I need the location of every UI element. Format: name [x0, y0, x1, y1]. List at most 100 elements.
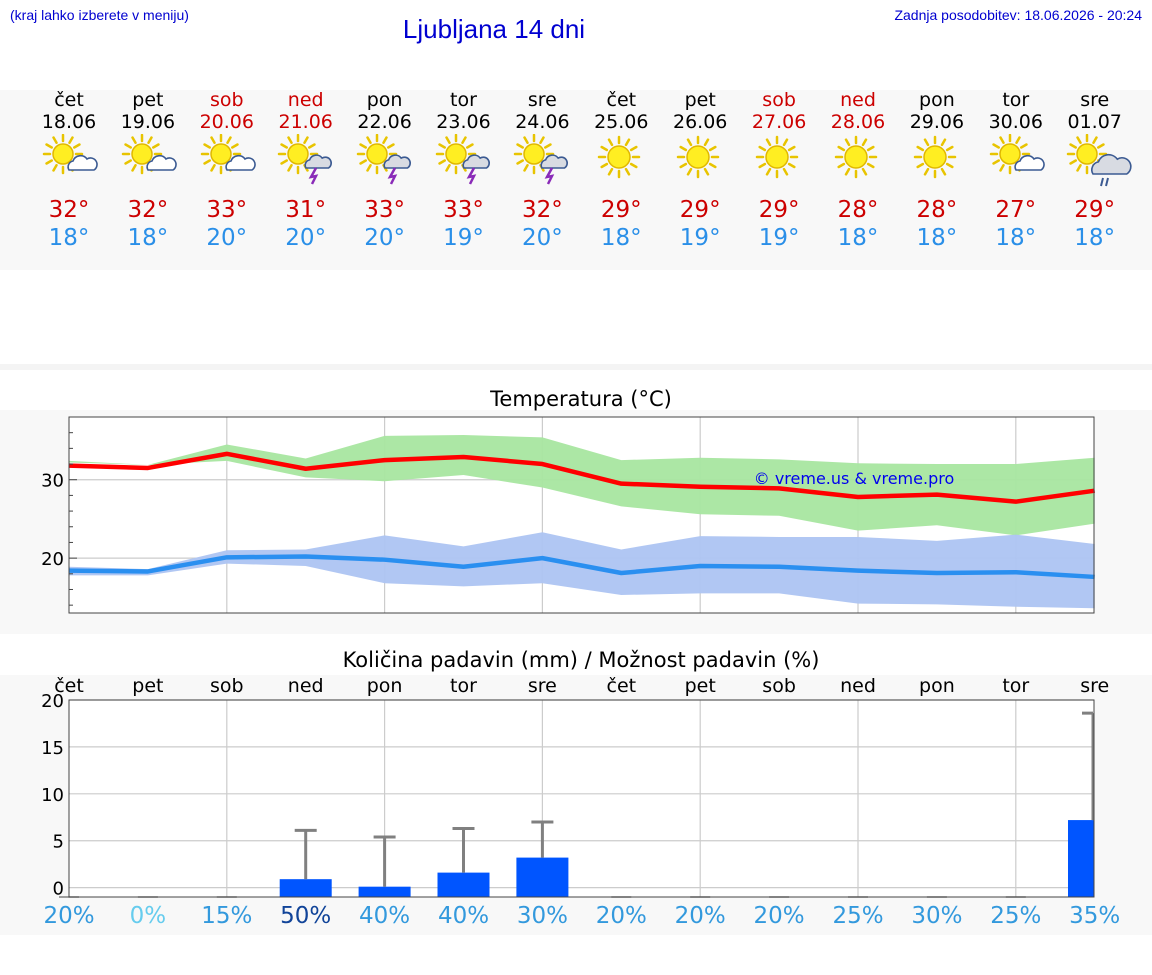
day-date: 18.06 [41, 111, 97, 133]
min-temperature: 18° [916, 225, 958, 251]
x-tick-label: pon [366, 675, 403, 697]
sun-ray [302, 136, 309, 144]
day-date: 26.06 [672, 111, 728, 133]
sun-disc [686, 145, 710, 169]
sun-ray [131, 164, 137, 172]
sun-ray [709, 162, 717, 169]
day-header: pon 29.06 [897, 89, 977, 133]
precipitation-probability: 50% [280, 903, 332, 929]
cloud [540, 154, 569, 169]
sun-ray [945, 162, 954, 169]
sun-ray [945, 145, 954, 152]
sun-ray [758, 145, 767, 152]
sun-ray [437, 159, 446, 165]
sun-ray [203, 159, 211, 165]
sun-ray [151, 143, 160, 149]
sun-disc [210, 143, 232, 165]
sun-ray [625, 167, 631, 176]
sun-thunderstorm-icon [277, 134, 332, 185]
sun-ray [45, 159, 53, 165]
sun-ray [608, 167, 614, 176]
sun-ray [386, 143, 395, 149]
min-temperature-line [68, 554, 1095, 580]
day-date: 21.06 [278, 111, 333, 133]
precipitation-bar [437, 872, 490, 897]
day-date: 24.06 [515, 111, 570, 133]
precipitation-bar [358, 886, 411, 897]
max-temperature: 33° [206, 197, 248, 223]
day-date: 25.06 [594, 111, 649, 133]
day-header: sre 24.06 [502, 89, 582, 133]
day-name: pet [132, 89, 164, 111]
max-temperature: 33° [364, 197, 405, 223]
day-name: sob [210, 89, 244, 111]
day-header: pet 19.06 [108, 89, 188, 133]
y-tick-label: 0 [53, 879, 64, 900]
day-name: čet [54, 89, 84, 111]
min-temperature: 18° [995, 225, 1037, 251]
last-update: Zadnja posodobitev: 18.06.2026 - 20:24 [894, 7, 1142, 23]
min-temperature: 18° [837, 225, 879, 251]
precipitation-probability: 40% [359, 903, 411, 929]
sun-ray [866, 145, 875, 152]
max-temperature: 33° [443, 197, 484, 223]
sun-cloud-icon [42, 134, 98, 175]
sun-ray [73, 143, 81, 149]
sun-disc [52, 143, 74, 165]
max-temperature-line [68, 451, 1096, 504]
cloud [67, 154, 98, 171]
precipitation-probability: 20% [753, 903, 805, 929]
day-name: ned [287, 89, 324, 111]
max-temperature: 32° [127, 197, 169, 223]
sun-ray [460, 136, 467, 144]
raindrop [1104, 177, 1109, 187]
sun-ray [1068, 159, 1077, 165]
cloud [225, 154, 256, 171]
day-date: 01.07 [1067, 111, 1122, 133]
day-header: sob 20.06 [187, 89, 267, 133]
x-tick-label: pet [132, 675, 164, 697]
sun-ray [203, 143, 211, 149]
day-header: tor 30.06 [976, 89, 1056, 133]
precipitation-probability: 0% [129, 903, 167, 929]
sun-ray [765, 138, 772, 147]
day-name: sre [1080, 89, 1110, 111]
max-temperature: 29° [1074, 197, 1116, 223]
sun-ray [516, 159, 525, 165]
sun-ray [131, 136, 137, 144]
sun-ray [210, 164, 216, 172]
sun-ray [782, 138, 789, 147]
sun-ray [787, 162, 796, 169]
sun-icon [834, 135, 878, 179]
region-hint[interactable]: (kraj lahko izberete v meniju) [10, 7, 189, 23]
sun-ray [279, 159, 288, 165]
sun-ray [1091, 136, 1098, 144]
precipitation-bar [516, 857, 569, 897]
watermark: © vreme.us & vreme.pro [754, 469, 955, 488]
raindrop [1099, 177, 1104, 187]
sun-ray [686, 167, 693, 176]
precipitation-bar [1068, 820, 1094, 897]
min-temperature: 20° [364, 225, 405, 251]
sun-rain-cloud-icon [1066, 134, 1132, 187]
sun-ray [844, 138, 851, 147]
sun-ray [916, 145, 925, 152]
y-tick-label: 20 [41, 691, 64, 712]
min-temperature: 18° [600, 225, 642, 251]
sun-ray [523, 136, 530, 144]
x-tick-label: ned [287, 675, 324, 697]
sun-disc [286, 143, 309, 165]
cloud [1090, 153, 1132, 175]
day-header: sob 27.06 [739, 89, 819, 133]
sun-ray [358, 159, 367, 165]
precipitation-probability: 20% [595, 903, 647, 929]
day-name: čet [606, 89, 637, 111]
plot-area [69, 700, 1094, 897]
sun-ray [765, 167, 772, 176]
max-temperature: 29° [600, 197, 642, 223]
max-temperature: 27° [995, 197, 1037, 223]
day-date: 19.06 [120, 111, 176, 133]
x-tick-label: tor [450, 675, 477, 697]
day-date: 27.06 [751, 111, 807, 133]
